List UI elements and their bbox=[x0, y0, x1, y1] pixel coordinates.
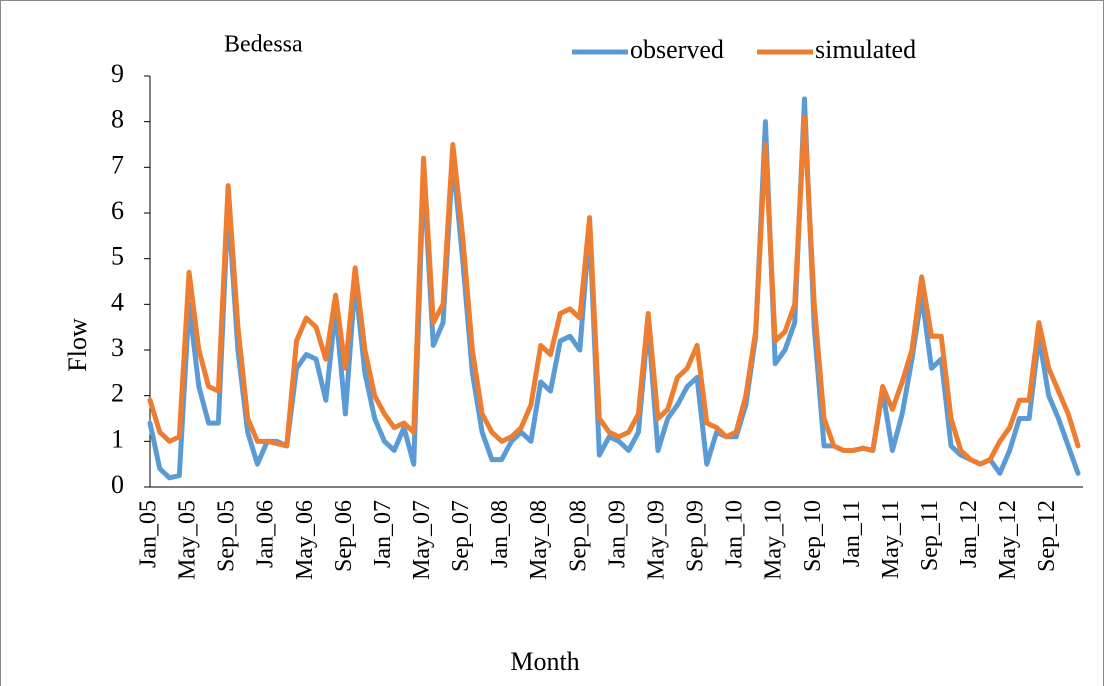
y-tick-label: 8 bbox=[111, 105, 124, 134]
y-tick-label: 0 bbox=[111, 470, 124, 499]
x-tick-label: May_10 bbox=[761, 500, 787, 580]
y-axis-label: Flow bbox=[63, 318, 92, 372]
x-tick-label: Sep_11 bbox=[917, 500, 943, 571]
x-tick-label: Sep_07 bbox=[448, 500, 474, 572]
x-tick-label: May_11 bbox=[878, 500, 904, 579]
chart-title: Bedessa bbox=[224, 32, 303, 58]
x-tick-label: Jan_06 bbox=[253, 500, 279, 568]
y-tick-label: 7 bbox=[111, 150, 124, 179]
x-tick-label: Jan_05 bbox=[136, 500, 162, 568]
x-tick-label: May_08 bbox=[526, 500, 552, 580]
x-tick-label: May_12 bbox=[995, 500, 1021, 580]
y-tick-label: 5 bbox=[111, 242, 124, 271]
x-tick-label: Sep_05 bbox=[214, 500, 240, 572]
x-tick-label: Sep_09 bbox=[683, 500, 709, 572]
x-tick-label: Jan_07 bbox=[370, 500, 396, 568]
x-tick-label: Jan_08 bbox=[487, 500, 513, 568]
x-tick-label: Jan_11 bbox=[839, 500, 865, 567]
x-tick-label: Jan_10 bbox=[722, 500, 748, 568]
y-tick-label: 9 bbox=[111, 59, 124, 88]
series-line bbox=[147, 96, 1081, 481]
x-tick-label: Jan_12 bbox=[956, 500, 982, 568]
x-tick-label: Sep_06 bbox=[331, 500, 357, 572]
x-tick-label: May_06 bbox=[292, 500, 318, 580]
x-tick-label: Sep_10 bbox=[800, 500, 826, 572]
series-line bbox=[147, 114, 1081, 467]
legend-label: observed bbox=[630, 35, 724, 64]
x-tick-label: May_05 bbox=[175, 500, 201, 580]
x-tick-label: Sep_12 bbox=[1034, 500, 1060, 572]
legend-label: simulated bbox=[815, 35, 916, 64]
x-tick-label: Jan_09 bbox=[604, 500, 630, 568]
x-tick-label: May_07 bbox=[409, 500, 435, 580]
y-tick-label: 1 bbox=[111, 424, 124, 453]
y-tick-label: 4 bbox=[111, 287, 124, 316]
x-tick-label: May_09 bbox=[643, 500, 669, 580]
y-tick-label: 3 bbox=[111, 333, 124, 362]
x-axis-label: Month bbox=[510, 647, 579, 676]
y-tick-label: 2 bbox=[111, 379, 124, 408]
y-tick-label: 6 bbox=[111, 196, 124, 225]
x-tick-label: Sep_08 bbox=[565, 500, 591, 572]
